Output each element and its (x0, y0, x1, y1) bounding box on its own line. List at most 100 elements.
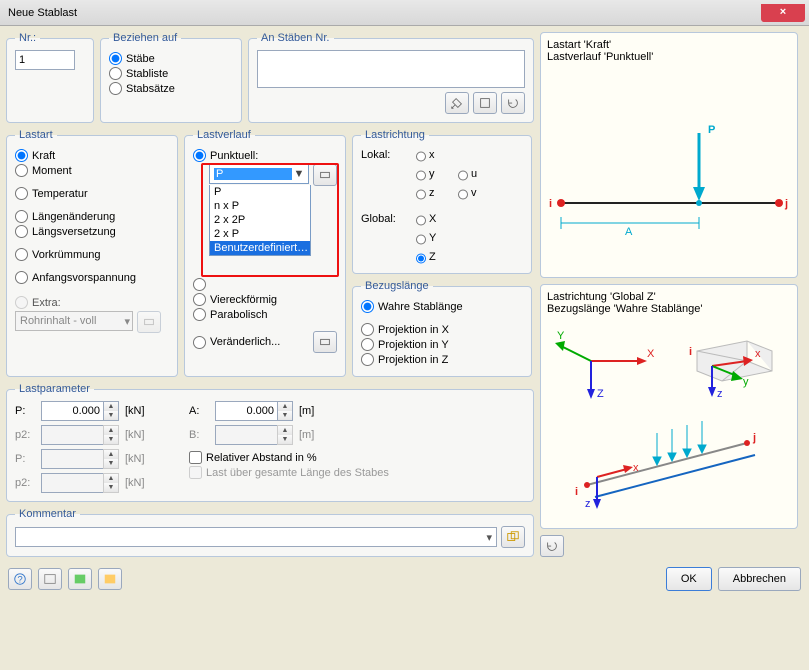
svg-text:i: i (575, 486, 578, 498)
lv-radio-b3[interactable] (193, 336, 206, 349)
lastart-radio-4[interactable] (15, 225, 28, 238)
p22-input (41, 473, 103, 493)
lastart-radio-1[interactable] (15, 164, 28, 177)
bezug-radio-1[interactable] (361, 323, 374, 336)
svg-text:y: y (743, 376, 749, 388)
lastart-radio-5[interactable] (15, 248, 28, 261)
svg-text:i: i (689, 346, 692, 358)
svg-text:X: X (647, 348, 655, 360)
P2-input (41, 449, 103, 469)
beziehen-radio-2[interactable] (109, 82, 122, 95)
undo-icon[interactable] (501, 92, 525, 114)
svg-text:j: j (784, 198, 788, 210)
foot-icon-1[interactable] (38, 568, 62, 590)
staben-legend: An Stäben Nr. (257, 32, 334, 44)
svg-text:Z: Z (597, 388, 604, 399)
svg-text:i: i (549, 198, 552, 210)
nr-group: Nr.: (6, 32, 94, 123)
kommentar-combo[interactable]: ▾ (15, 527, 497, 547)
nr-legend: Nr.: (15, 32, 40, 44)
svg-text:x: x (755, 348, 761, 360)
footer: ? OK Abbrechen (0, 563, 809, 595)
lastart-group: Lastart Kraft Moment Temperatur Längenän… (6, 129, 178, 377)
beziehen-group: Beziehen auf Stäbe Stabliste Stabsätze (100, 32, 242, 123)
lastart-radio-0[interactable] (15, 149, 28, 162)
staben-input[interactable] (257, 50, 525, 88)
lastverlauf-group: Lastverlauf Punktuell: P ▼ P n x P 2 x 2… (184, 129, 346, 377)
dir-v[interactable] (458, 188, 468, 201)
dir-u[interactable] (458, 169, 468, 182)
lv-radio-b2[interactable] (193, 308, 206, 321)
title-bar: Neue Stablast × (0, 0, 809, 26)
lastrichtung-legend: Lastrichtung (361, 129, 429, 141)
foot-icon-2[interactable] (68, 568, 92, 590)
lastart-radio-2[interactable] (15, 187, 28, 200)
lastart-legend: Lastart (15, 129, 57, 141)
punktuell-edit-icon[interactable] (313, 164, 337, 186)
extra-combo: Rohrinhalt - voll▾ (15, 311, 133, 331)
A-input[interactable] (215, 401, 277, 421)
preview-reset-icon[interactable] (540, 535, 564, 557)
beziehen-radio-0[interactable] (109, 52, 122, 65)
svg-text:z: z (585, 498, 591, 510)
close-button[interactable]: × (761, 4, 805, 22)
svg-text:z: z (717, 388, 723, 399)
punktuell-dropdown[interactable]: P n x P 2 x 2P 2 x P Benutzerdefiniert… (209, 185, 311, 256)
dd-item-1[interactable]: n x P (210, 199, 310, 213)
dd-item-0[interactable]: P (210, 185, 310, 199)
lastart-radio-6[interactable] (15, 271, 28, 284)
P-input[interactable] (41, 401, 103, 421)
lv-edit-icon[interactable] (313, 331, 337, 353)
extra-radio (15, 296, 28, 309)
kommentar-group: Kommentar ▾ (6, 508, 534, 557)
foot-icon-3[interactable] (98, 568, 122, 590)
bezug-group: Bezugslänge Wahre Stablänge Projektion i… (352, 280, 532, 377)
beziehen-legend: Beziehen auf (109, 32, 181, 44)
dir-y[interactable] (416, 169, 426, 182)
preview-1: Lastart 'Kraft' Lastverlauf 'Punktuell' … (540, 32, 798, 278)
param-group: Lastparameter P: ▲▼ [kN] p2: ▲▼ [kN] P: … (6, 383, 534, 502)
svg-text:A: A (625, 226, 633, 238)
punktuell-radio[interactable] (193, 149, 206, 162)
chevron-down-icon: ▼ (292, 168, 306, 180)
dir-x[interactable] (416, 150, 426, 163)
window-title: Neue Stablast (4, 7, 761, 19)
bezug-legend: Bezugslänge (361, 280, 433, 292)
p2-input (41, 425, 103, 445)
B-input (215, 425, 277, 445)
bezug-radio-2[interactable] (361, 338, 374, 351)
dir-gy[interactable] (416, 233, 426, 246)
cancel-button[interactable]: Abbrechen (718, 567, 801, 591)
lastrichtung-group: Lastrichtung Lokal: x yu zv Global: X Y … (352, 129, 532, 274)
help-icon[interactable]: ? (8, 568, 32, 590)
dir-z[interactable] (416, 188, 426, 201)
beziehen-radio-1[interactable] (109, 67, 122, 80)
lastart-radio-3[interactable] (15, 210, 28, 223)
dir-gx[interactable] (416, 214, 426, 227)
lastverlauf-legend: Lastverlauf (193, 129, 255, 141)
dd-item-3[interactable]: 2 x P (210, 227, 310, 241)
ok-button[interactable]: OK (666, 567, 712, 591)
bezug-radio-0[interactable] (361, 300, 374, 313)
pick2-icon[interactable] (473, 92, 497, 114)
svg-text:Y: Y (557, 330, 565, 342)
ges-checkbox (189, 466, 202, 479)
preview-2: Lastrichtung 'Global Z' Bezugslänge 'Wah… (540, 284, 798, 530)
nr-input[interactable] (15, 50, 75, 70)
svg-text:j: j (752, 432, 756, 444)
param-legend: Lastparameter (15, 383, 94, 395)
extra-icon (137, 311, 161, 333)
punktuell-select[interactable]: P ▼ P n x P 2 x 2P 2 x P Benutzerdefinie… (209, 164, 309, 184)
svg-text:P: P (708, 124, 715, 136)
pick-icon[interactable] (445, 92, 469, 114)
kommentar-icon[interactable] (501, 526, 525, 548)
staben-group: An Stäben Nr. (248, 32, 534, 123)
bezug-radio-3[interactable] (361, 353, 374, 366)
lv-radio-b0[interactable] (193, 278, 206, 291)
dir-gz[interactable] (416, 252, 426, 265)
rel-checkbox[interactable] (189, 451, 202, 464)
dd-item-2[interactable]: 2 x 2P (210, 213, 310, 227)
kommentar-legend: Kommentar (15, 508, 80, 520)
dd-item-4[interactable]: Benutzerdefiniert… (210, 241, 310, 255)
lv-radio-b1[interactable] (193, 293, 206, 306)
